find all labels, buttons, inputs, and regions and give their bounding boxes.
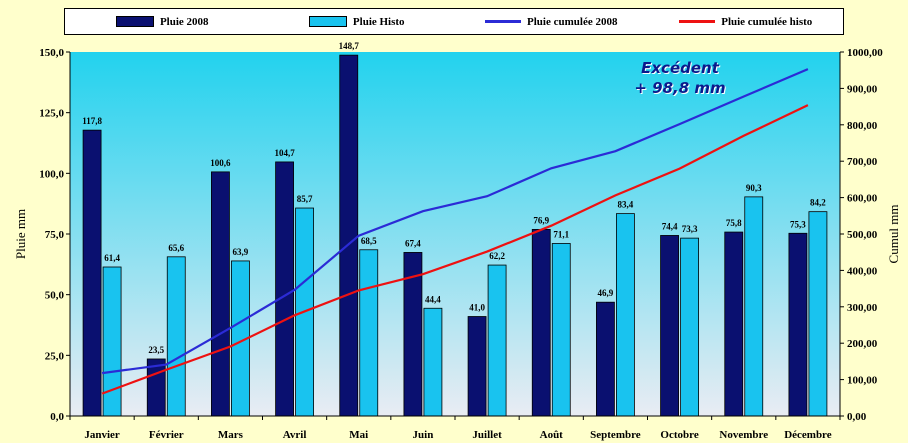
data-label-pluie-2008-1: 23,5 <box>148 345 164 355</box>
bar-pluie-histo-10 <box>744 196 764 417</box>
data-label-pluie-2008-7: 76,9 <box>533 215 549 225</box>
line-cumul-2008 <box>101 68 809 375</box>
bar-pluie-histo-5 <box>423 307 443 417</box>
data-label-pluie-2008-5: 67,4 <box>405 238 421 248</box>
y-tick-label: 50,0 <box>45 290 65 302</box>
data-label-pluie-histo-7: 71,1 <box>553 229 569 239</box>
data-label-pluie-2008-9: 74,4 <box>662 221 678 231</box>
x-tick-label: Octobre <box>660 429 698 441</box>
annotation-line-1: Excédent <box>641 59 719 77</box>
legend: Pluie 2008 Pluie Histo Pluie cumulée 200… <box>64 8 844 35</box>
x-tick-label: Juin <box>413 429 434 441</box>
bar-pluie-2008-9 <box>660 235 679 417</box>
bar-pluie-histo-1 <box>166 256 186 417</box>
data-label-pluie-2008-2: 100,6 <box>210 158 231 168</box>
y2-tick-label: 0,00 <box>847 411 867 423</box>
y2-tick-label: 200,00 <box>847 338 878 350</box>
y2-tick-label: 800,00 <box>847 120 878 132</box>
annotation-line-2: + 98,8 mm <box>634 79 726 97</box>
data-label-pluie-histo-9: 73,3 <box>682 224 698 234</box>
legend-label-pluie-2008: Pluie 2008 <box>159 15 209 28</box>
y2-tick-label: 1000,00 <box>847 47 883 59</box>
bar-pluie-histo-8 <box>616 213 635 417</box>
y-tick-label: 100,0 <box>39 168 64 180</box>
bar-pluie-histo-4 <box>359 249 379 417</box>
excedent-annotation: Excédent + 98,8 mm <box>600 58 760 98</box>
bar-pluie-2008-10 <box>724 231 744 417</box>
legend-swatch-cumul-histo <box>679 20 716 23</box>
line-cumul-histo <box>101 104 809 395</box>
x-tick-label: Janvier <box>84 429 120 441</box>
data-label-pluie-histo-6: 62,2 <box>489 251 505 261</box>
plot-area <box>70 52 840 416</box>
x-tick-label: Septembre <box>590 429 641 441</box>
data-label-pluie-histo-8: 83,4 <box>618 200 634 210</box>
y-tick-label: 75,0 <box>45 229 65 241</box>
x-tick-label: Juillet <box>472 429 502 441</box>
data-label-pluie-2008-0: 117,8 <box>82 116 102 126</box>
bar-pluie-2008-11 <box>788 232 808 417</box>
legend-swatch-cumul-2008 <box>485 20 522 23</box>
legend-swatch-pluie-histo <box>308 16 347 27</box>
legend-item-pluie-histo: Pluie Histo <box>260 16 455 28</box>
bar-pluie-histo-0 <box>102 266 122 417</box>
bar-pluie-2008-4 <box>339 54 359 417</box>
legend-label-cumul-histo: Pluie cumulée histo <box>721 15 813 28</box>
y2-tick-label: 700,00 <box>847 156 878 168</box>
bar-pluie-2008-6 <box>467 316 487 417</box>
y2-tick-label: 500,00 <box>847 229 878 241</box>
data-label-pluie-histo-2: 63,9 <box>233 247 249 257</box>
y-tick-label: 25,0 <box>45 350 65 362</box>
data-label-pluie-2008-3: 104,7 <box>274 148 295 158</box>
y-tick-label: 0,0 <box>50 411 64 423</box>
legend-swatch-pluie-2008 <box>115 16 154 27</box>
legend-item-pluie-2008: Pluie 2008 <box>65 16 260 28</box>
data-label-pluie-2008-8: 46,9 <box>598 288 614 298</box>
legend-label-cumul-2008: Pluie cumulée 2008 <box>527 15 618 28</box>
data-label-pluie-2008-10: 75,8 <box>726 218 742 228</box>
bar-pluie-histo-9 <box>680 237 699 417</box>
y-tick-label: 125,0 <box>39 108 64 120</box>
bar-pluie-histo-11 <box>808 211 828 417</box>
data-label-pluie-histo-3: 85,7 <box>297 194 313 204</box>
data-label-pluie-histo-5: 44,4 <box>425 294 441 304</box>
data-label-pluie-histo-11: 84,2 <box>810 198 826 208</box>
bar-pluie-2008-8 <box>596 301 615 417</box>
y2-tick-label: 400,00 <box>847 265 878 277</box>
x-tick-label: Février <box>149 429 184 441</box>
bar-pluie-2008-7 <box>531 228 551 417</box>
y2-tick-label: 100,00 <box>847 375 878 387</box>
data-label-pluie-histo-0: 61,4 <box>104 253 120 263</box>
legend-item-cumul-histo: Pluie cumulée histo <box>649 16 844 28</box>
y-axis-title: Pluie mm <box>13 209 28 259</box>
y2-tick-label: 600,00 <box>847 193 878 205</box>
data-label-pluie-2008-11: 75,3 <box>790 219 806 229</box>
data-label-pluie-2008-6: 41,0 <box>469 303 485 313</box>
x-tick-label: Août <box>540 429 564 441</box>
x-tick-label: Avril <box>283 429 307 441</box>
y2-tick-label: 300,00 <box>847 302 878 314</box>
data-label-pluie-histo-10: 90,3 <box>746 183 762 193</box>
y-tick-label: 150,0 <box>39 47 64 59</box>
data-label-pluie-2008-4: 148,7 <box>339 41 360 51</box>
bar-pluie-histo-6 <box>487 264 507 417</box>
legend-label-pluie-histo: Pluie Histo <box>352 15 405 28</box>
x-tick-label: Mars <box>218 429 244 441</box>
bar-pluie-histo-7 <box>551 243 571 417</box>
x-tick-label: Décembre <box>784 429 832 441</box>
bar-pluie-2008-2 <box>211 171 230 417</box>
bar-pluie-2008-3 <box>275 161 294 417</box>
x-tick-label: Novembre <box>719 429 768 441</box>
data-label-pluie-histo-1: 65,6 <box>168 243 184 253</box>
x-tick-label: Mai <box>349 429 368 441</box>
data-label-pluie-histo-4: 68,5 <box>361 236 377 246</box>
bar-pluie-2008-0 <box>82 129 102 417</box>
legend-item-cumul-2008: Pluie cumulée 2008 <box>454 16 649 28</box>
y2-tick-label: 900,00 <box>847 83 878 95</box>
y2-axis-title: Cumul mm <box>886 205 901 264</box>
